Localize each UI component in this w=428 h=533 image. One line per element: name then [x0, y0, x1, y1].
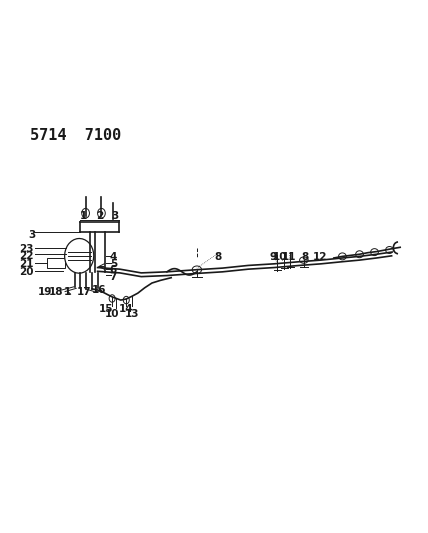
Text: 14: 14: [119, 304, 134, 314]
Text: 7: 7: [110, 272, 117, 281]
Text: 10: 10: [105, 310, 119, 319]
Text: 5714  7100: 5714 7100: [30, 128, 121, 143]
Ellipse shape: [192, 266, 202, 273]
Ellipse shape: [356, 251, 363, 257]
Text: 3: 3: [111, 211, 118, 221]
Text: 12: 12: [313, 252, 327, 262]
Text: 1: 1: [80, 211, 87, 221]
Text: 19: 19: [38, 287, 52, 296]
Text: 13: 13: [125, 310, 139, 319]
FancyBboxPatch shape: [47, 258, 65, 268]
Text: 4: 4: [110, 253, 117, 262]
Text: 11: 11: [282, 252, 297, 262]
Text: 6: 6: [110, 265, 117, 275]
Text: 1: 1: [64, 287, 71, 296]
Text: 10: 10: [273, 252, 288, 262]
Text: 5: 5: [110, 259, 117, 269]
Text: 20: 20: [19, 267, 34, 277]
Text: 9: 9: [269, 252, 276, 262]
Text: 17: 17: [77, 287, 92, 296]
Ellipse shape: [65, 238, 94, 273]
Circle shape: [123, 296, 129, 304]
Text: 22: 22: [19, 251, 34, 261]
Ellipse shape: [339, 253, 346, 260]
Ellipse shape: [300, 257, 308, 263]
Ellipse shape: [371, 248, 378, 255]
Text: 8: 8: [215, 252, 222, 262]
Text: 16: 16: [92, 286, 107, 295]
Text: 8: 8: [301, 252, 308, 262]
Text: 23: 23: [19, 244, 34, 254]
Text: 2: 2: [96, 211, 103, 221]
Text: 18: 18: [49, 287, 64, 296]
Text: 21: 21: [19, 260, 34, 269]
Text: 15: 15: [99, 304, 113, 314]
Text: 3: 3: [29, 230, 36, 239]
Circle shape: [109, 295, 115, 302]
Ellipse shape: [386, 246, 393, 253]
